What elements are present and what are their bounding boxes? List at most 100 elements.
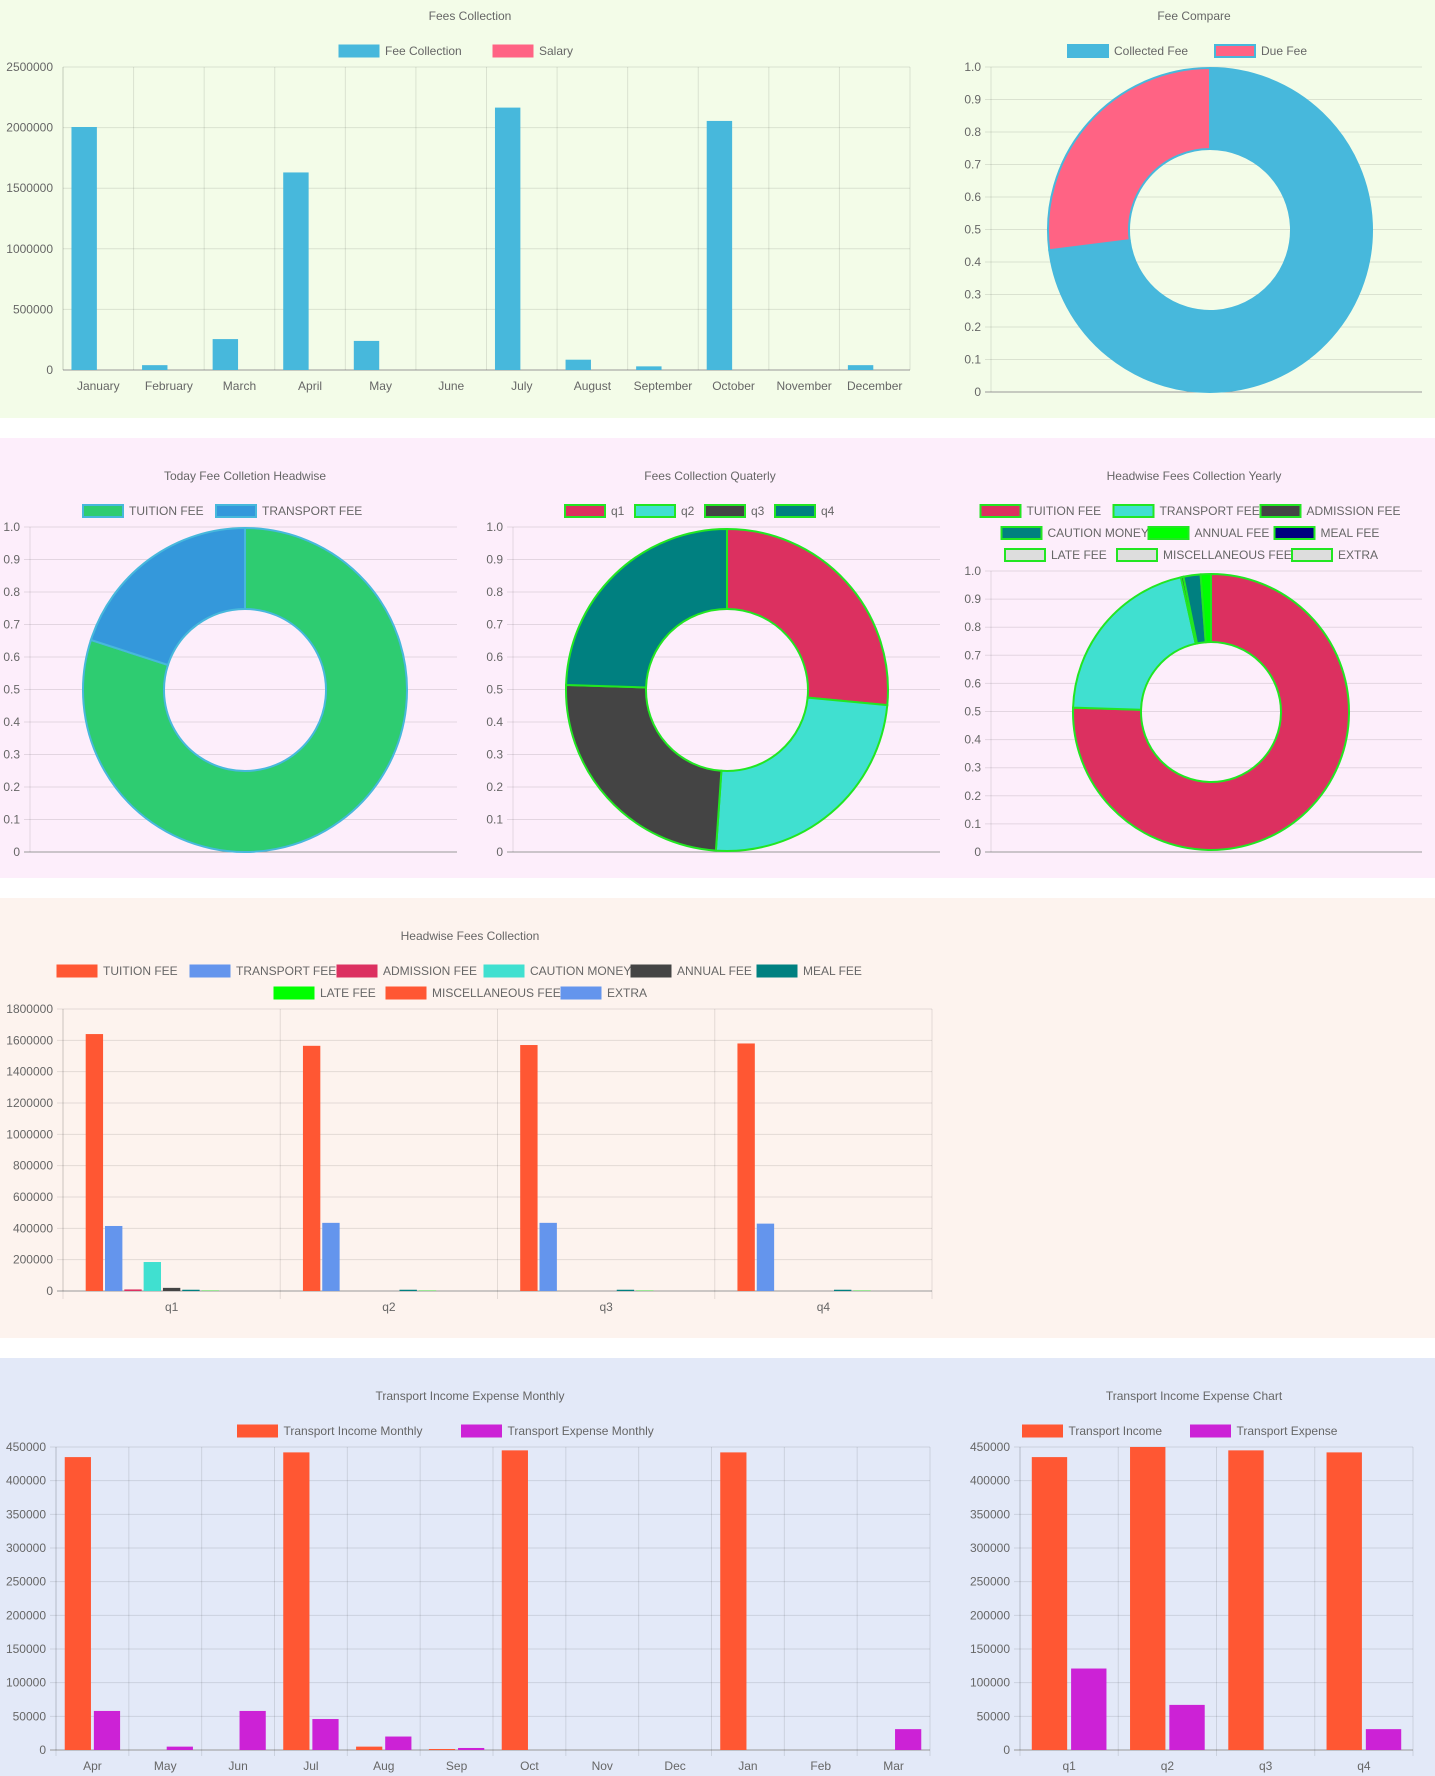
y-tick-label: 150000	[6, 1642, 46, 1656]
y-tick-label: 0.7	[486, 618, 503, 632]
legend-swatch-annual-fee	[1147, 526, 1190, 540]
y-tick-label: 250000	[6, 1575, 46, 1589]
bar-meal-fee-q4	[833, 1289, 852, 1291]
legend-swatch-tuition-fee	[56, 964, 98, 978]
y-tick-label: 1400000	[6, 1065, 53, 1079]
legend-label: q3	[751, 504, 765, 518]
bar-transport-expense-q2	[1169, 1704, 1205, 1750]
x-tick-label: q2	[1161, 1759, 1175, 1773]
y-tick-label: 0.8	[964, 125, 981, 139]
x-tick-label: May	[369, 379, 392, 393]
x-tick-label: Jul	[303, 1759, 318, 1773]
bar-transport-expense-monthly-sep	[458, 1747, 485, 1750]
legend-swatch-tuition-fee	[82, 504, 124, 518]
bar-transport-expense-q4	[1365, 1729, 1402, 1750]
bar-transport-income-monthly-oct	[501, 1450, 528, 1750]
slice-annual-fee	[1199, 572, 1212, 644]
x-tick-label: March	[223, 379, 256, 393]
legend-label: q4	[821, 504, 835, 518]
slice-transport-fee	[89, 526, 246, 667]
x-tick-label: Jan	[738, 1759, 757, 1773]
chart-title: Headwise Fees Collection Yearly	[1107, 469, 1282, 483]
y-tick-label: 1500000	[6, 181, 53, 195]
y-tick-label: 0	[974, 385, 981, 399]
y-tick-label: 0.6	[964, 676, 981, 690]
y-tick-label: 0.9	[964, 93, 981, 107]
chart-title: Transport Income Expense Chart	[1106, 1389, 1283, 1403]
legend-label: LATE FEE	[1051, 548, 1107, 562]
x-tick-label: November	[776, 379, 831, 393]
bar-transport-expense-monthly-jul	[312, 1719, 339, 1750]
bar-tuition-fee-q2	[302, 1045, 321, 1291]
bar-transport-fee-q3	[539, 1222, 557, 1291]
y-tick-label: 0.4	[3, 715, 20, 729]
x-tick-label: q3	[1259, 1759, 1273, 1773]
legend-swatch-transport-expense-monthly	[461, 1424, 502, 1438]
legend-swatch-extra	[560, 986, 602, 1000]
x-tick-label: June	[438, 379, 464, 393]
y-tick-label: 0.4	[486, 715, 503, 729]
y-tick-label: 450000	[6, 1440, 46, 1454]
y-tick-label: 0.4	[964, 733, 981, 747]
slice-transport-fee	[1072, 576, 1197, 711]
chart-title: Transport Income Expense Monthly	[376, 1389, 565, 1403]
x-tick-label: January	[77, 379, 120, 393]
y-tick-label: 0.1	[3, 813, 20, 827]
legend-label: q1	[611, 504, 625, 518]
y-tick-label: 1.0	[964, 564, 981, 578]
bar-fee-collection-may	[353, 340, 380, 370]
y-tick-label: 0.2	[3, 780, 20, 794]
x-tick-label: August	[574, 379, 612, 393]
y-tick-label: 500000	[13, 302, 53, 316]
legend-swatch-q1	[564, 504, 606, 518]
legend-label: TUITION FEE	[103, 964, 178, 978]
x-tick-label: Feb	[810, 1759, 831, 1773]
bar-fee-collection-august	[565, 359, 591, 370]
x-tick-label: Oct	[520, 1759, 539, 1773]
legend-swatch-q2	[634, 504, 676, 518]
y-tick-label: 2000000	[6, 121, 53, 135]
legend-label: Due Fee	[1261, 44, 1307, 58]
y-tick-label: 800000	[13, 1159, 53, 1173]
y-tick-label: 0.3	[3, 748, 20, 762]
legend-label: CAUTION MONEY	[530, 964, 631, 978]
legend-swatch-caution-money	[483, 964, 525, 978]
bar-transport-fee-q1	[105, 1225, 123, 1291]
x-tick-label: q4	[1357, 1759, 1371, 1773]
y-tick-label: 0.7	[3, 618, 20, 632]
y-tick-label: 0	[39, 1743, 46, 1757]
slice-q4	[565, 527, 728, 689]
slice-tuition-fee	[82, 526, 408, 853]
y-tick-label: 400000	[6, 1474, 46, 1488]
panel-headwise-bars	[0, 898, 1435, 1338]
bar-transport-income-q2	[1130, 1447, 1166, 1750]
y-tick-label: 100000	[6, 1676, 46, 1690]
bar-transport-income-q4	[1326, 1452, 1362, 1750]
x-tick-label: Apr	[83, 1759, 102, 1773]
bar-transport-income-monthly-apr	[64, 1457, 91, 1750]
y-tick-label: 250000	[970, 1575, 1010, 1589]
y-tick-label: 1600000	[6, 1033, 53, 1047]
y-tick-label: 600000	[13, 1190, 53, 1204]
y-tick-label: 0.7	[964, 648, 981, 662]
x-tick-label: February	[145, 379, 193, 393]
legend-label: q2	[681, 504, 695, 518]
y-tick-label: 50000	[977, 1709, 1011, 1723]
bar-fee-collection-september	[636, 366, 662, 370]
y-tick-label: 400000	[970, 1474, 1010, 1488]
y-tick-label: 0	[13, 845, 20, 859]
y-tick-label: 350000	[970, 1507, 1010, 1521]
legend-label: Salary	[539, 44, 573, 58]
bar-transport-income-q3	[1228, 1450, 1264, 1750]
legend-swatch-miscellaneous-fee	[1116, 548, 1158, 562]
slice-q1	[726, 527, 889, 707]
legend-swatch-transport-fee	[189, 964, 231, 978]
legend-label: EXTRA	[607, 986, 647, 1000]
x-tick-label: q4	[817, 1300, 831, 1314]
bar-fee-collection-april	[283, 172, 309, 370]
chart-title: Fees Collection	[429, 9, 512, 23]
chart-title: Today Fee Colletion Headwise	[164, 469, 326, 483]
bar-tuition-fee-q4	[737, 1043, 755, 1291]
chart-title: Headwise Fees Collection	[401, 929, 540, 943]
